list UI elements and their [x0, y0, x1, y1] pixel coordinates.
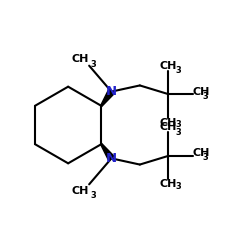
Text: CH: CH	[193, 87, 210, 97]
Text: 3: 3	[175, 120, 181, 129]
Polygon shape	[101, 144, 114, 160]
Text: 3: 3	[202, 154, 208, 162]
Text: CH: CH	[160, 60, 177, 70]
Text: 3: 3	[90, 190, 96, 200]
Text: 3: 3	[202, 92, 208, 100]
Polygon shape	[101, 90, 114, 106]
Text: CH: CH	[160, 118, 177, 128]
Text: 3: 3	[175, 128, 181, 137]
Text: 3: 3	[90, 60, 96, 69]
Text: CH: CH	[72, 54, 89, 64]
Text: N: N	[106, 152, 117, 165]
Text: CH: CH	[72, 186, 89, 196]
Text: CH: CH	[160, 180, 177, 190]
Text: CH: CH	[160, 122, 177, 132]
Text: 3: 3	[175, 182, 181, 191]
Text: 3: 3	[175, 66, 181, 75]
Text: CH: CH	[193, 148, 210, 158]
Text: N: N	[106, 85, 117, 98]
